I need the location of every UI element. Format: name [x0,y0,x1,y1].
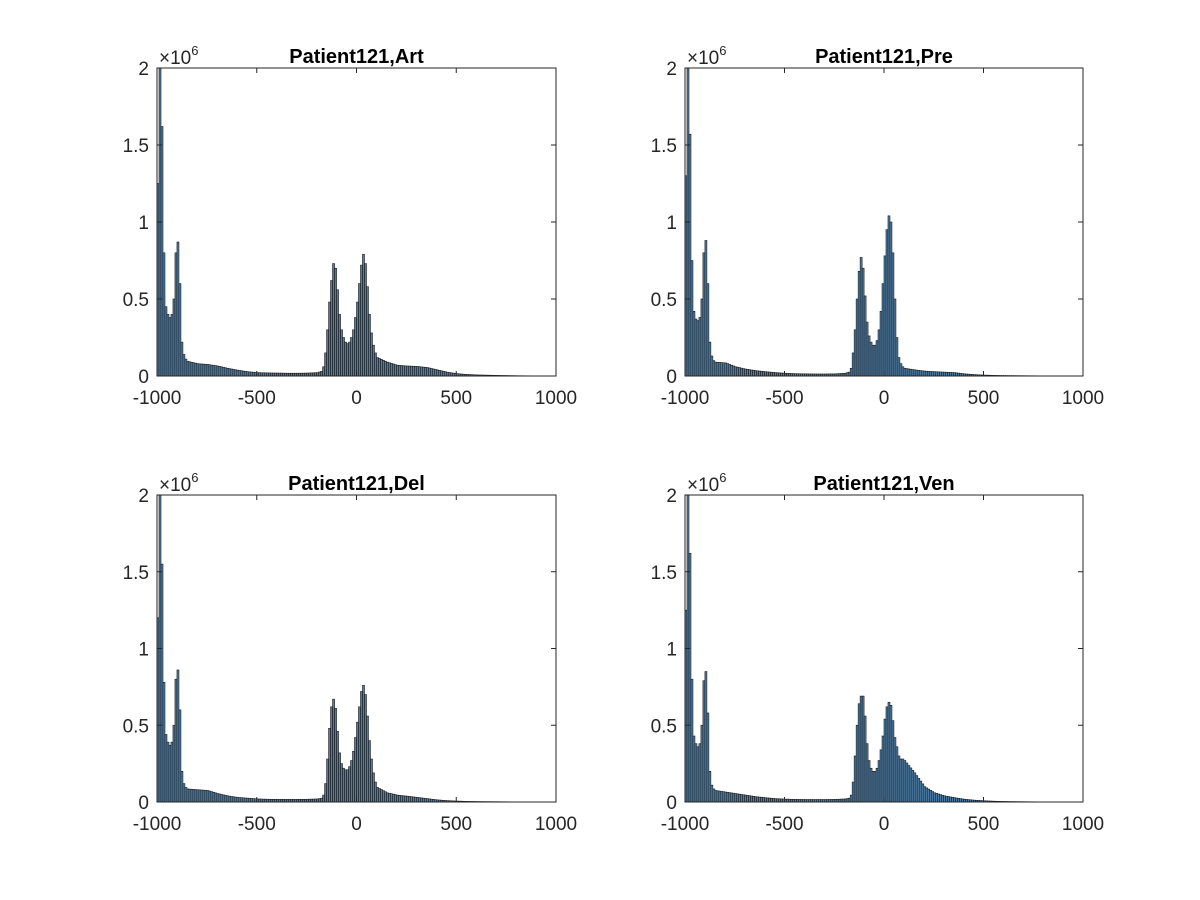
y-tick-label: 2 [138,486,149,507]
subplot-1: -1000 -500 0 500 1000 0 0.5 1 1.5 2 ×106 Patient121… [123,43,578,409]
histogram-bar [242,370,246,377]
histogram-bar [218,366,222,377]
histogram-bar [192,362,196,377]
x-tick-label: -1000 [661,388,710,409]
histogram-bar [218,793,222,803]
histogram-bar [226,367,230,377]
subplot-4: -1000 -500 0 500 1000 0 0.5 1 1.5 2 ×106 Patient121… [651,470,1105,835]
histogram-bar [190,361,194,377]
histogram-bar [192,789,196,803]
histogram-bar [204,363,208,377]
histogram-bar [198,789,202,803]
histogram-bar [184,358,188,377]
y-tick-label: 1 [666,213,677,234]
y-tick-label: 0.5 [123,290,149,311]
histogram-bar [166,741,170,803]
x-tick-label: 1000 [1062,388,1104,409]
y-multiplier-label: ×106 [687,470,726,496]
histogram-bar [208,364,212,377]
y-tick-label: 1.5 [651,136,677,157]
x-tick-label: 0 [351,388,362,409]
chart-title: Patient121,Del [288,473,425,495]
x-tick-label: 500 [968,814,1000,835]
histogram-bar [166,314,170,377]
x-tick-label: -1000 [133,388,182,409]
x-tick-label: -500 [765,388,803,409]
histogram-bar [174,252,178,377]
histogram-bar [226,795,230,803]
y-tick-label: 2 [666,486,677,507]
x-tick-label: -1000 [133,814,182,835]
y-tick-label: 0 [138,793,149,814]
histogram-bar [168,744,172,803]
histogram-bar [202,789,206,803]
y-tick-label: 1.5 [651,563,677,584]
histogram-bar [198,363,202,377]
y-multiplier-label: ×106 [159,470,198,496]
x-tick-label: 0 [879,814,890,835]
x-tick-label: 0 [879,388,890,409]
x-tick-label: 0 [351,814,362,835]
histogram-bar [184,787,188,803]
y-tick-label: 2 [666,59,677,80]
x-tick-label: -500 [238,814,276,835]
y-multiplier-label: ×106 [687,43,726,69]
histogram-bar [178,709,182,803]
histogram-bar [204,790,208,803]
x-tick-label: -1000 [661,814,710,835]
chart-title: Patient121,Pre [815,46,953,68]
chart-title: Patient121,Art [289,46,424,68]
histogram-bar [190,788,194,803]
y-tick-label: 1.5 [123,563,149,584]
histogram-bar [180,770,184,803]
x-tick-label: 1000 [1062,814,1104,835]
histogram-bar [180,341,184,377]
x-tick-label: 1000 [535,814,577,835]
subplot-2: -1000 -500 0 500 1000 0 0.5 1 1.5 2 ×106 Patient121… [651,43,1105,409]
y-tick-label: 1.5 [123,136,149,157]
chart-title: Patient121,Ven [813,473,954,495]
y-tick-label: 0 [666,367,677,388]
histogram-bar [214,792,218,803]
subplot-3: -1000 -500 0 500 1000 0 0.5 1 1.5 2 ×106 Patient121… [123,470,578,835]
histogram-bar [250,371,254,377]
x-tick-label: 500 [968,388,1000,409]
histogram-bar [202,363,206,377]
histogram-bar [230,368,234,377]
x-tick-label: 500 [440,814,472,835]
histogram-bar [230,796,234,803]
y-tick-label: 0.5 [123,716,149,737]
x-tick-label: 1000 [535,388,577,409]
histogram-bar [250,798,254,803]
histogram-bar [178,283,182,377]
histogram-bar [232,369,236,377]
histogram-bar [174,678,178,803]
y-tick-label: 2 [138,59,149,80]
histogram-bar [214,365,218,377]
y-tick-label: 1 [138,213,149,234]
y-tick-label: 0.5 [651,716,677,737]
y-tick-label: 0 [666,793,677,814]
y-tick-label: 0 [138,367,149,388]
histogram-bar [232,796,236,803]
histogram-bar [168,317,172,377]
y-multiplier-label: ×106 [159,43,198,69]
x-tick-label: 500 [440,388,472,409]
histogram-bar [244,797,248,803]
y-tick-label: 0.5 [651,290,677,311]
histogram-bar [244,371,248,377]
x-tick-label: -500 [765,814,803,835]
x-tick-label: -500 [238,388,276,409]
y-tick-label: 1 [138,640,149,661]
histogram-bar [208,790,212,803]
y-tick-label: 1 [666,640,677,661]
histogram-bar [242,797,246,803]
